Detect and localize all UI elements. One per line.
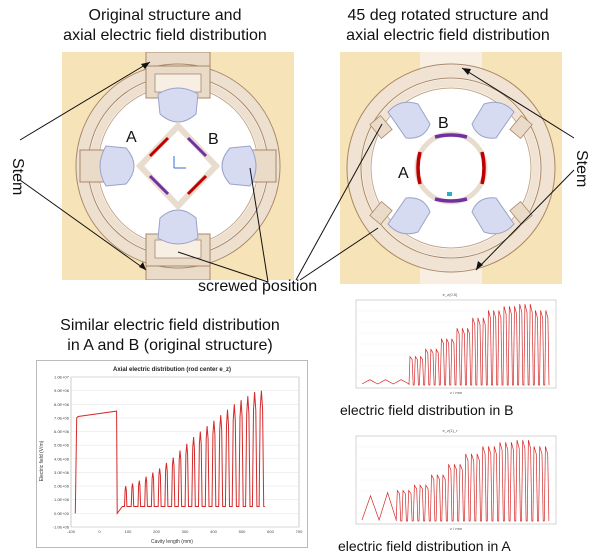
- main-chart-x-tick: 400: [210, 529, 217, 534]
- vane-upper-right: [471, 101, 515, 139]
- main-chart-y-tick: 1.0E+06: [54, 497, 70, 502]
- main-chart-y-tick: 0.0E+00: [54, 511, 70, 516]
- left-title-line2: axial electric field distribution: [63, 27, 267, 44]
- chart-a-xlabel: z / mm: [450, 526, 463, 531]
- pointer-lines: [19, 61, 575, 283]
- right-title-line2: axial electric field distribution: [346, 27, 550, 44]
- pointer-stem-top-left: [19, 61, 151, 141]
- caption-b: electric field distribution in B: [340, 402, 514, 418]
- vane-lower-left: [387, 197, 431, 235]
- chart-b-xlabel: z / mm: [450, 390, 463, 395]
- left-title-line1: Original structure and: [88, 7, 242, 24]
- main-chart-y-tick: 9.0E+06: [54, 388, 70, 393]
- main-chart-ylabel: Electric field (V/m): [39, 440, 45, 481]
- main-chart-x-tick: -100: [67, 529, 76, 534]
- chart-b-title: e_z(0.5): [443, 292, 458, 297]
- similar-caption: Similar electric field distribution in A…: [20, 316, 320, 356]
- main-chart-y-tick: 5.0E+06: [54, 443, 70, 448]
- main-chart-x-tick: 200: [153, 529, 160, 534]
- caption-a: electric field distribution in A: [338, 538, 511, 554]
- red-stripe-a: [148, 136, 170, 158]
- purple-stripe-b2-right: [434, 197, 468, 203]
- pointer-stem-top-right: [461, 67, 575, 139]
- main-chart-series-line: [74, 390, 265, 515]
- right-title-line1: 45 deg rotated structure and: [347, 7, 549, 24]
- main-axial-field-chart: Axial electric distribution (rod center …: [36, 360, 308, 548]
- chart-field-a: e_z(1)_r z / mm: [336, 426, 564, 532]
- label-a-rotated: A: [398, 165, 409, 182]
- chart-field-b: e_z(0.5) z / mm: [336, 290, 564, 396]
- similar-caption-line2: in A and B (original structure): [67, 337, 273, 354]
- main-chart-x-tick: 0: [98, 529, 101, 534]
- purple-stripe-b2: [148, 174, 170, 196]
- original-structure-diagram: A B: [62, 52, 294, 280]
- similar-caption-line1: Similar electric field distribution: [60, 317, 280, 334]
- main-chart-y-tick: 6.0E+06: [54, 429, 70, 434]
- vane-upper-left: [387, 101, 431, 139]
- left-title: Original structure and axial electric fi…: [40, 6, 290, 46]
- red-stripe-a-right: [416, 151, 422, 185]
- label-b-rotated: B: [438, 115, 449, 132]
- pointer-screw-1: [177, 251, 269, 283]
- main-chart-y-tick: 8.0E+06: [54, 402, 70, 407]
- chart-b-series-line: [361, 304, 550, 386]
- vane-top: [157, 87, 199, 123]
- vane-bottom: [157, 209, 199, 245]
- vane-lower-right: [471, 197, 515, 235]
- pointer-stem-bottom-right: [475, 169, 575, 271]
- label-b-original: B: [208, 131, 219, 148]
- label-a-original: A: [126, 129, 137, 146]
- vane-left: [99, 145, 135, 187]
- purple-stripe-b-right: [434, 133, 468, 139]
- main-chart-x-tick: 700: [296, 529, 303, 534]
- chart-a-title: e_z(1)_r: [443, 428, 459, 433]
- pointer-screw-2: [249, 167, 269, 283]
- main-chart-x-tick: 100: [125, 529, 132, 534]
- screwed-position-label: screwed position: [198, 278, 318, 295]
- main-chart-y-tick: -1.0E+06: [53, 525, 70, 530]
- rotated-structure-diagram: A B: [340, 52, 562, 284]
- main-chart-x-tick: 500: [239, 529, 246, 534]
- main-chart-x-tick: 300: [182, 529, 189, 534]
- main-chart-y-tick: 3.0E+06: [54, 470, 70, 475]
- pointer-screw-3: [295, 123, 383, 281]
- purple-stripe-b: [186, 136, 208, 158]
- main-chart-xlabel: Cavity length (mm): [151, 539, 193, 545]
- right-title: 45 deg rotated structure and axial elect…: [318, 6, 578, 46]
- chart-a-series-line: [361, 440, 550, 522]
- main-chart-y-tick: 4.0E+06: [54, 456, 70, 461]
- main-chart-x-tick: 600: [267, 529, 274, 534]
- red-stripe-a2-right: [480, 151, 486, 185]
- pointer-screw-4: [299, 227, 379, 281]
- main-chart-y-tick: 2.0E+06: [54, 484, 70, 489]
- red-stripe-a2: [186, 174, 208, 196]
- main-chart-y-tick: 7.0E+06: [54, 415, 70, 420]
- pointer-stem-bottom-left: [19, 179, 147, 271]
- vane-right: [221, 145, 257, 187]
- main-chart-title: Axial electric distribution (rod center …: [113, 367, 231, 373]
- main-chart-y-tick: 1.0E+07: [54, 375, 70, 380]
- outer-ring-right: [348, 65, 554, 271]
